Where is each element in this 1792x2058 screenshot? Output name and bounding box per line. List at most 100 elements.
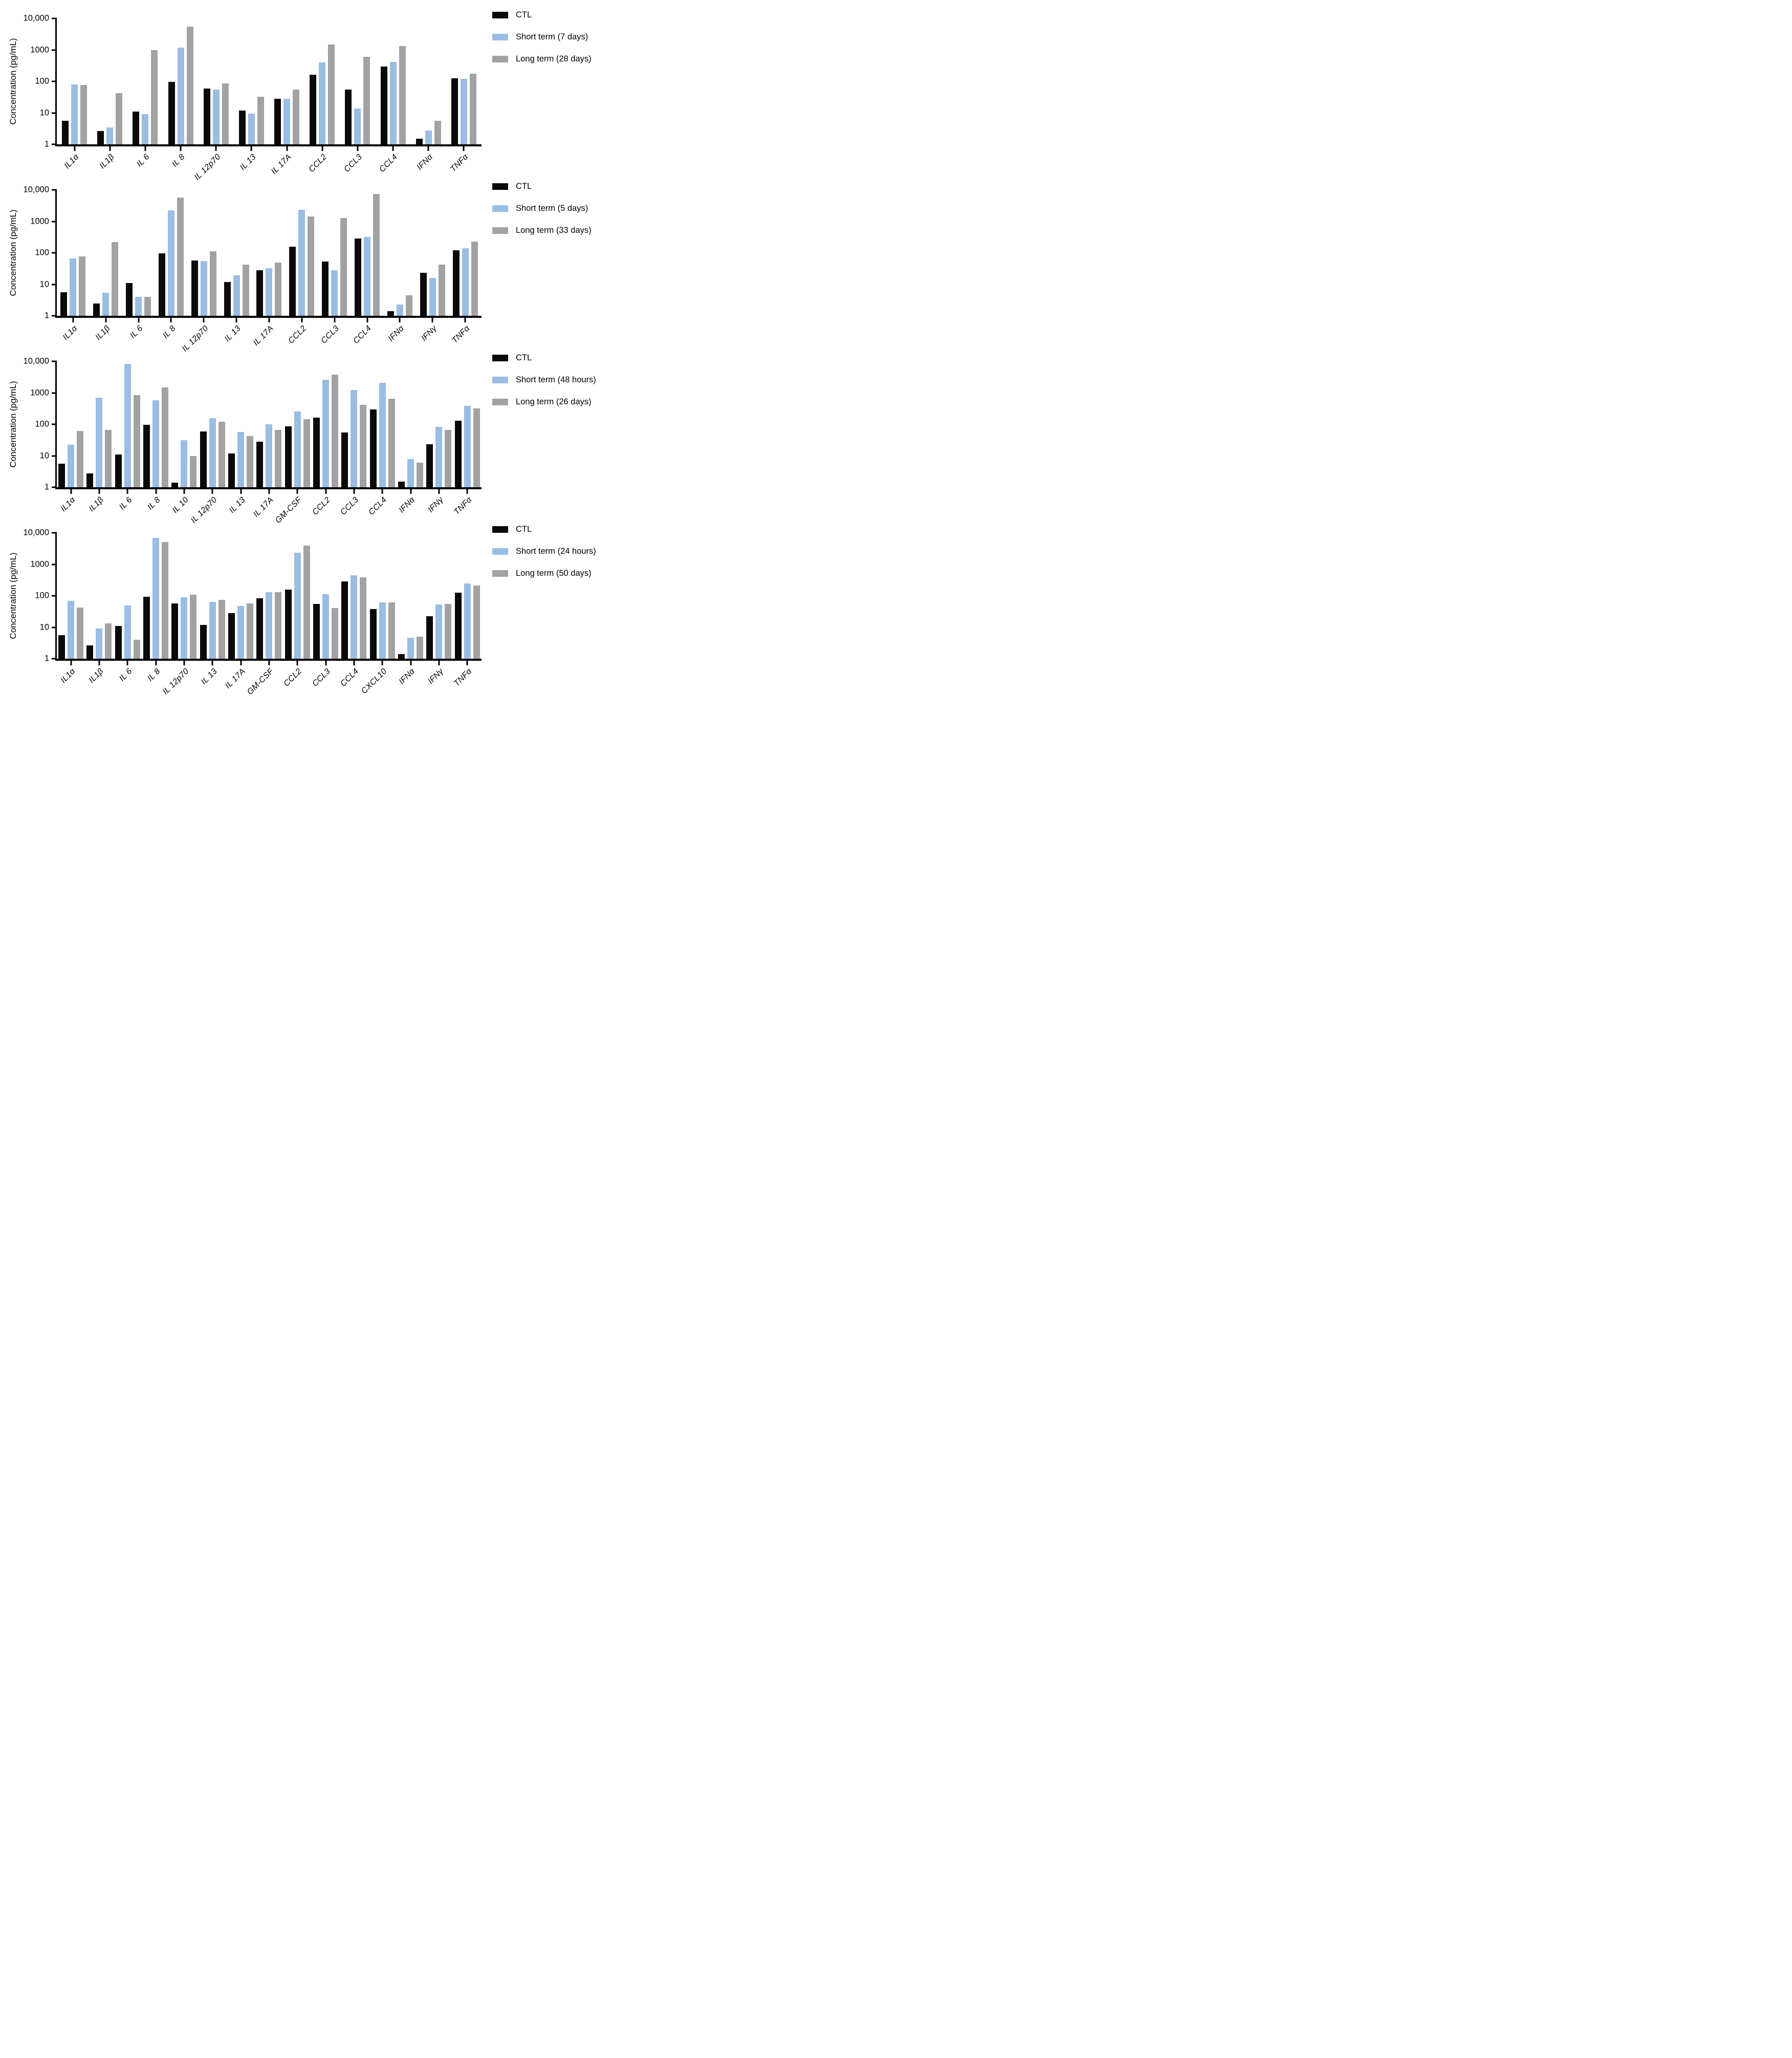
bar-Short term (48 hours)-IL 6 <box>124 364 131 487</box>
bar-Short term (24 hours)-IL 8 <box>152 538 160 659</box>
bar-CTL-IL1α <box>58 635 65 659</box>
y-tick-label: 100 <box>35 591 49 600</box>
x-axis-tick <box>268 489 270 494</box>
chart-panel-3: Concentration (pg/mL) IL1α IL1β IL 6 IL 8 IL… <box>0 343 597 525</box>
category-group-IL 6: IL 6 <box>122 190 155 340</box>
bar-Long term (33 days)-CCL3 <box>340 218 347 316</box>
category-group-IL1β: IL1β <box>90 190 122 342</box>
short-term-swatch <box>492 34 508 40</box>
x-axis-tick <box>286 146 288 151</box>
category-group-IL1α: IL1α <box>57 533 85 685</box>
x-category-label: IFNγ <box>426 495 445 514</box>
x-category-label: GM-CSF <box>246 667 275 697</box>
y-axis-tick <box>52 564 57 565</box>
bar-Short term (24 hours)-IFNγ <box>435 604 443 659</box>
bar-Long term (28 days)-IL1β <box>116 93 123 144</box>
x-axis-tick <box>170 318 172 322</box>
bar-Long term (50 days)-IL1β <box>105 623 112 659</box>
bar-CTL-IL 17A <box>256 442 264 487</box>
bar-Long term (33 days)-IL 8 <box>177 197 184 316</box>
bar-CTL-IL1α <box>62 120 69 144</box>
x-axis-tick <box>296 661 298 665</box>
x-category-label: IL1α <box>61 324 79 342</box>
x-axis-tick <box>268 318 270 322</box>
category-group-CCL3: CCL3 <box>311 533 340 688</box>
bar-Short term (7 days)-IL 17A <box>283 99 291 144</box>
bar-Long term (50 days)-IL 17A <box>247 603 254 659</box>
bar-groups-3: IL1α IL1β IL 6 IL 8 IL 10 IL 12p70 IL 13 IL 17A… <box>57 361 482 525</box>
y-tick-label: 10,000 <box>23 185 49 194</box>
plot-area-1: IL1α IL1β IL 6 IL 8 IL 12p70 IL 13 IL 17A CCL2 C… <box>24 14 482 182</box>
bar-Long term (26 days)-IL1α <box>77 430 84 487</box>
bar-CTL-IL 6 <box>133 111 140 144</box>
category-group-IFNα: IFNα <box>397 361 425 515</box>
ctl-swatch <box>492 526 508 533</box>
bar-CTL-GM-CSF <box>256 598 264 659</box>
bar-Long term (33 days)-IL 13 <box>242 265 249 316</box>
category-group-CCL2: CCL2 <box>282 533 312 688</box>
short-term-swatch <box>492 205 508 212</box>
x-axis-tick <box>70 661 72 665</box>
y-axis-tick <box>52 252 57 254</box>
x-category-label: IL 13 <box>223 324 243 344</box>
bar-Long term (26 days)-IL 10 <box>190 456 197 487</box>
category-group-IFNα: IFNα <box>383 190 416 343</box>
bar-Short term (48 hours)-IL 10 <box>181 440 188 487</box>
x-axis-tick <box>126 489 128 494</box>
bar-Long term (50 days)-IL1α <box>77 608 84 659</box>
bar-CTL-CCL4 <box>369 409 377 487</box>
y-axis-tick <box>52 315 57 317</box>
category-group-IL 12p70: IL 12p70 <box>181 190 220 354</box>
bar-Long term (50 days)-IL 6 <box>133 639 140 659</box>
category-group-IL 8: IL 8 <box>163 18 199 169</box>
bar-Short term (48 hours)-IL 12p70 <box>209 418 216 487</box>
bar-Long term (28 days)-CCL3 <box>363 56 370 144</box>
bar-Long term (50 days)-CXCL10 <box>388 602 395 659</box>
x-axis-tick <box>250 146 252 151</box>
legend-item-ctl: CTL <box>492 182 592 191</box>
y-tick-label: 1 <box>44 139 49 149</box>
legend-label: CTL <box>516 353 532 362</box>
y-axis-tick <box>52 532 57 534</box>
bar-Short term (24 hours)-IL 17A <box>237 605 245 659</box>
legend-item-ctl: CTL <box>492 525 596 534</box>
x-axis-tick <box>74 146 76 151</box>
x-axis-tick <box>463 146 465 151</box>
category-group-IL 6: IL 6 <box>114 533 142 683</box>
bar-Long term (26 days)-CCL3 <box>360 405 367 487</box>
bar-Long term (26 days)-CCL4 <box>388 399 395 487</box>
bar-Long term (33 days)-IL 17A <box>275 262 282 316</box>
category-group-IL 13: IL 13 <box>234 18 269 172</box>
bar-Short term (24 hours)-CCL3 <box>322 594 330 659</box>
category-group-CCL3: CCL3 <box>318 190 351 345</box>
bar-Long term (26 days)-GM-CSF <box>303 419 310 487</box>
bar-Long term (50 days)-GM-CSF <box>275 592 282 659</box>
bar-Short term (48 hours)-IFNα <box>407 459 414 487</box>
bar-CTL-IL1α <box>60 292 68 316</box>
bar-Long term (28 days)-IL 8 <box>186 26 193 144</box>
legend-label: Long term (33 days) <box>516 226 592 235</box>
bar-CTL-CXCL10 <box>369 609 377 659</box>
bar-Short term (48 hours)-IL 17A <box>266 424 273 487</box>
bar-Long term (50 days)-IL 8 <box>162 541 169 659</box>
bar-Short term (24 hours)-IL 6 <box>124 605 131 659</box>
x-category-label: IL1α <box>59 667 77 685</box>
bar-CTL-IL 13 <box>238 110 246 144</box>
bar-Long term (33 days)-IFNα <box>405 295 412 316</box>
x-axis-tick <box>235 318 237 322</box>
y-axis-tick <box>52 658 57 660</box>
bar-Long term (26 days)-IL 17A <box>275 430 282 487</box>
long-term-swatch <box>492 56 508 62</box>
chart-panel-4: Concentration (pg/mL) IL1α IL1β IL 6 IL 8 IL… <box>0 514 597 697</box>
x-axis-tick <box>431 318 433 322</box>
bar-Long term (33 days)-CCL4 <box>373 194 380 316</box>
category-group-IL 8: IL 8 <box>142 361 170 512</box>
bar-CTL-CCL4 <box>341 581 348 659</box>
category-group-CCL2: CCL2 <box>286 190 318 345</box>
bar-Short term (5 days)-IFNγ <box>429 277 436 316</box>
category-group-CCL4: CCL4 <box>367 361 397 517</box>
y-tick-label: 100 <box>35 248 49 257</box>
bar-Short term (48 hours)-GM-CSF <box>294 411 301 487</box>
x-axis-tick <box>381 661 383 665</box>
bar-Short term (7 days)-IL 13 <box>248 113 255 144</box>
